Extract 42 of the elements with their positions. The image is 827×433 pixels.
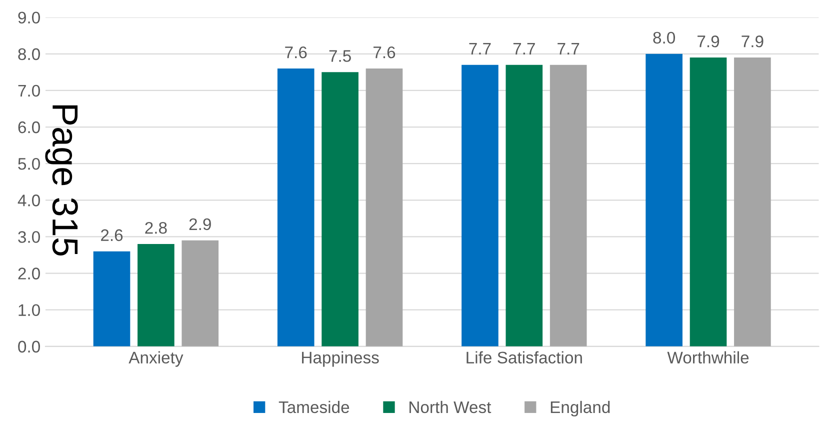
data-label: 2.6 <box>101 229 123 242</box>
data-label: 7.7 <box>558 42 580 54</box>
data-label: 2.9 <box>189 218 211 230</box>
data-label: 8.0 <box>653 32 676 44</box>
bar <box>506 64 543 346</box>
y-tick-label: 5.0 <box>18 158 40 170</box>
bar <box>322 72 358 346</box>
y-tick-label: 7.0 <box>18 84 40 97</box>
x-tick-label: Life Satisfaction <box>466 351 582 364</box>
data-label: 7.5 <box>329 50 351 62</box>
y-tick-label: 8.0 <box>18 48 40 60</box>
y-tick-label: 1.0 <box>18 304 40 316</box>
legend-label: North West <box>410 400 492 414</box>
y-tick-label: 3.0 <box>18 231 40 243</box>
data-label: 7.9 <box>742 36 764 48</box>
bar <box>646 54 682 346</box>
data-label: 7.6 <box>374 46 396 58</box>
annotation: Page 315 <box>45 105 78 256</box>
data-label: 7.6 <box>285 46 307 58</box>
x-tick-label: Worthwhile <box>667 351 749 364</box>
y-tick-label: 6.0 <box>18 121 40 134</box>
x-tick-label: Happiness <box>302 351 379 367</box>
data-label: 7.7 <box>513 42 535 54</box>
y-tick-label: 0.0 <box>18 340 40 353</box>
bar <box>138 244 174 346</box>
data-label: 2.8 <box>145 222 167 234</box>
y-tick-label: 9.0 <box>18 12 40 24</box>
legend-label: Tameside <box>278 400 350 414</box>
bar <box>277 68 314 346</box>
data-label: 7.7 <box>469 42 491 54</box>
bar <box>93 251 130 346</box>
x-tick-label: Anxiety <box>128 351 184 367</box>
y-tick-label: 4.0 <box>18 194 40 206</box>
bar <box>182 240 219 346</box>
legend-label: England <box>550 400 610 416</box>
bar <box>734 58 771 346</box>
bar <box>550 64 587 346</box>
y-tick-label: 2.0 <box>18 268 40 280</box>
bar <box>366 68 403 346</box>
bar <box>690 58 727 346</box>
data-label: 7.9 <box>698 36 720 48</box>
bar <box>462 64 498 346</box>
